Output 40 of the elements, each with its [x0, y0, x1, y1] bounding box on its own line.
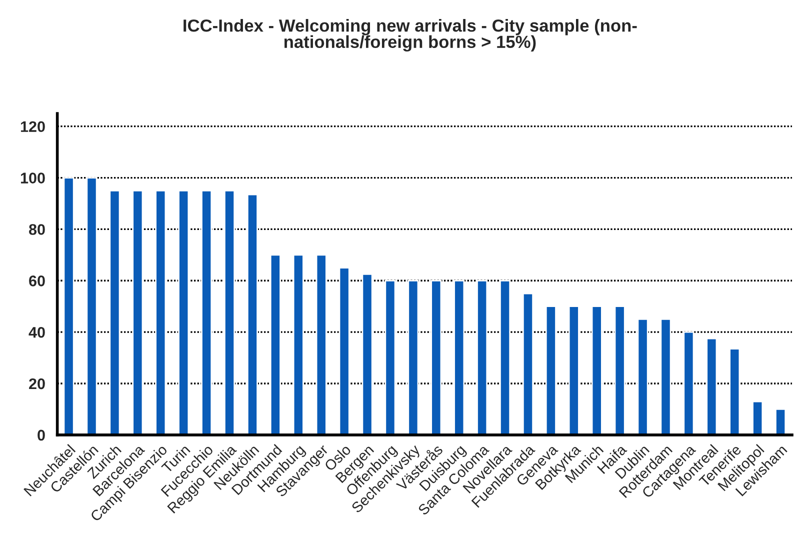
bar [224, 190, 236, 435]
bar [706, 338, 718, 435]
bar [591, 306, 602, 435]
y-tick-label: 40 [28, 326, 45, 338]
bar [316, 254, 327, 435]
bar [384, 280, 396, 435]
bar [775, 408, 786, 435]
bar [660, 318, 672, 435]
bar [614, 306, 626, 435]
bar [752, 400, 764, 435]
bar [568, 306, 580, 435]
y-tick-label: 60 [29, 276, 45, 286]
bar [338, 267, 350, 435]
bar [637, 318, 648, 435]
y-tick-label: 100 [20, 172, 45, 184]
y-tick-label: 20 [29, 378, 45, 390]
bar [178, 190, 190, 435]
bar [292, 254, 304, 435]
bar [155, 190, 166, 435]
bar [201, 190, 212, 435]
bar [683, 331, 694, 435]
bar [430, 280, 442, 435]
y-tick-label: 0 [38, 430, 45, 441]
bar [454, 280, 465, 435]
bar [545, 306, 556, 435]
bar [476, 280, 488, 435]
bar [270, 254, 281, 435]
bar [729, 348, 740, 435]
bar [522, 292, 534, 435]
bar [246, 194, 258, 435]
bar [109, 190, 120, 435]
bar [86, 177, 98, 435]
y-tick-label: 80 [29, 224, 45, 235]
bar [132, 190, 144, 435]
chart-title: ICC-Index - Welcoming new arrivals - City sample (non- nationals/foreign borns > 15%) [184, 19, 637, 52]
bar [500, 280, 511, 435]
y-tick-label: 120 [20, 121, 45, 132]
bar [362, 274, 373, 435]
bar [63, 177, 74, 435]
bar [408, 280, 419, 435]
